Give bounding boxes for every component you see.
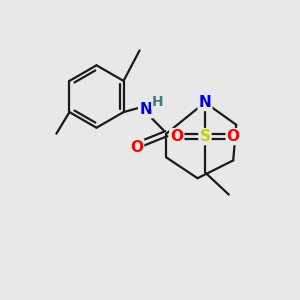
Text: S: S [200, 129, 211, 144]
Text: H: H [152, 94, 164, 109]
Text: O: O [130, 140, 143, 154]
Text: O: O [227, 129, 240, 144]
Text: N: N [199, 95, 212, 110]
Text: O: O [170, 129, 183, 144]
Text: N: N [139, 102, 152, 117]
